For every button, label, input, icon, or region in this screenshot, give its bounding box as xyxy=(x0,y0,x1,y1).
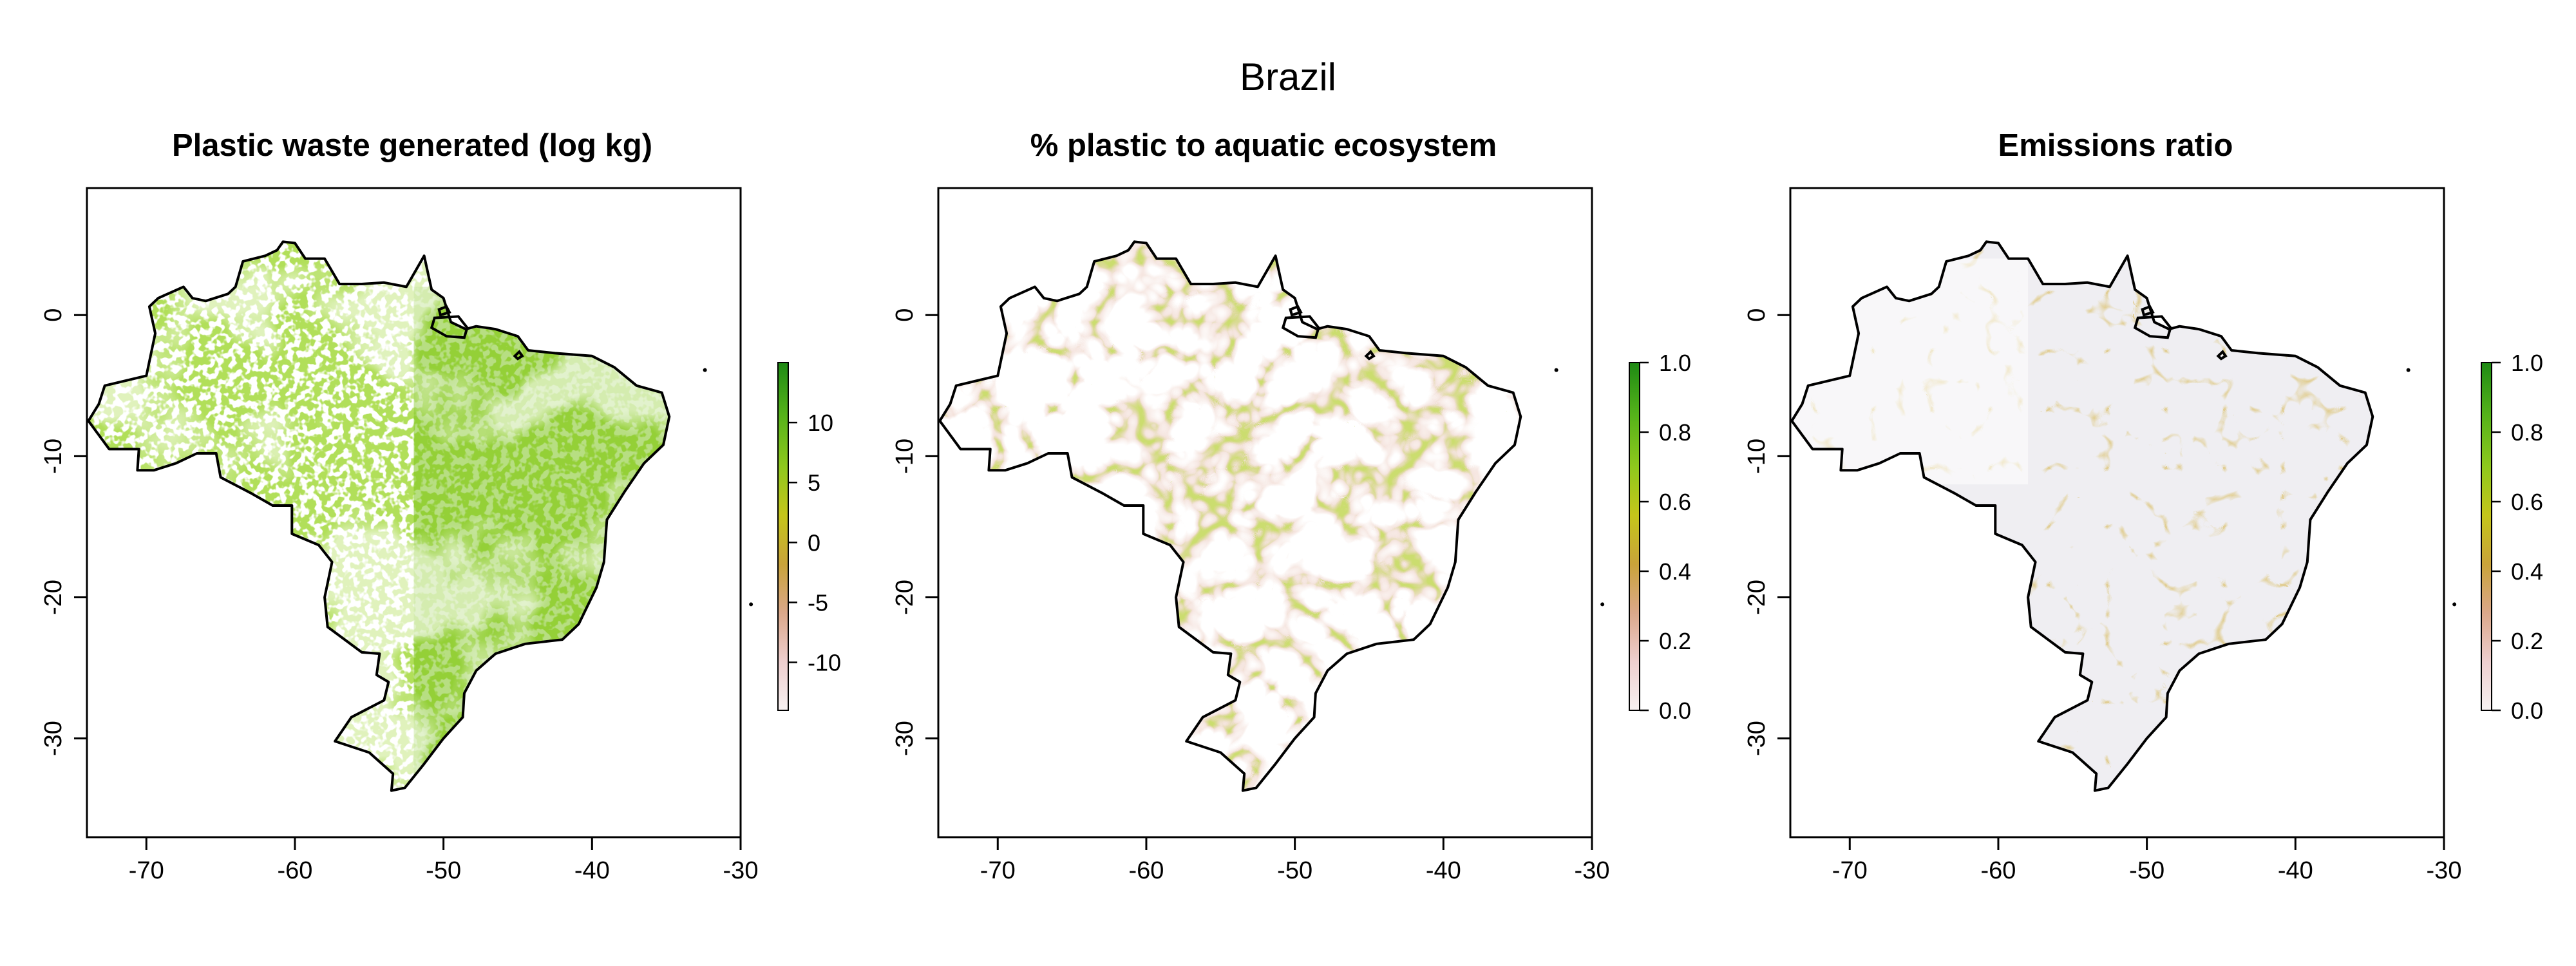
island-border-0 xyxy=(2133,315,2172,339)
y-tick-label: -20 xyxy=(1743,580,1770,615)
y-tick-label: -30 xyxy=(40,721,67,756)
x-tick-label: -70 xyxy=(129,857,164,884)
y-tick-label: -30 xyxy=(1743,721,1770,756)
x-tick-label: -30 xyxy=(723,857,759,884)
river-network xyxy=(940,242,1521,791)
offshore-island-0 xyxy=(1554,368,1558,372)
offshore-island-1 xyxy=(1600,602,1605,607)
y-tick-label: -10 xyxy=(891,439,918,474)
panel-title-emissions: Emissions ratio xyxy=(1998,128,2233,163)
island-border-1 xyxy=(437,305,451,317)
land-texture xyxy=(88,242,670,791)
offshore-island-1 xyxy=(749,602,753,607)
legend-tick-label: 1.0 xyxy=(1659,350,1691,376)
map-panel-emissions: -70 -60 -50 -40 -30 0 -10 -20 -30 1.0 0.8 0.6 0.4 0.2… xyxy=(1743,187,2543,884)
offshore-island-1 xyxy=(2452,602,2457,607)
x-tick-label: -60 xyxy=(1128,857,1164,884)
x-tick-label: -40 xyxy=(574,857,610,884)
emissions-network xyxy=(1792,242,2373,791)
legend-tick-label: 0.4 xyxy=(1659,558,1691,585)
x-tick-label: -40 xyxy=(2278,857,2313,884)
island-border-0 xyxy=(1281,315,1320,339)
legend-aquatic: 1.0 0.8 0.6 0.4 0.2 0.0 xyxy=(1629,350,1691,724)
x-tick-label: -50 xyxy=(426,857,461,884)
plot-frame xyxy=(1789,187,2445,838)
legend-tick-label: 0.0 xyxy=(2511,697,2543,724)
legend-tick-label: 10 xyxy=(808,410,833,436)
x-tick-label: -50 xyxy=(1277,857,1312,884)
y-tick-label: 0 xyxy=(40,308,67,322)
legend-tick-label: 0.8 xyxy=(1659,419,1691,446)
x-tick-label: -60 xyxy=(1980,857,2016,884)
x-tick-label: -50 xyxy=(2129,857,2164,884)
offshore-island-0 xyxy=(703,368,707,372)
island-border-2 xyxy=(1364,350,1376,361)
legend-tick-label: -5 xyxy=(808,589,828,616)
island-border-0 xyxy=(430,315,469,339)
legend-waste: 10 5 0 -5 -10 xyxy=(777,362,841,711)
legend-tick-label: 0.6 xyxy=(1659,489,1691,515)
island-border-1 xyxy=(1289,305,1303,317)
plot-frame xyxy=(937,187,1593,838)
y-tick-label: -10 xyxy=(1743,439,1770,474)
legend-tick-label: -10 xyxy=(808,650,841,676)
country-border xyxy=(87,240,671,792)
island-border-2 xyxy=(513,350,524,361)
x-tick-label: -40 xyxy=(1426,857,1461,884)
y-tick-label: 0 xyxy=(891,308,918,322)
island-border-2 xyxy=(2216,350,2228,361)
country-border xyxy=(1790,240,2374,792)
legend-colorbar xyxy=(2481,362,2492,711)
legend-tick-label: 0.8 xyxy=(2511,419,2543,446)
panel-title-aquatic: % plastic to aquatic ecosystem xyxy=(1030,128,1497,163)
emissions-west-fade xyxy=(1792,258,2029,485)
x-tick-label: -70 xyxy=(1832,857,1868,884)
country-border xyxy=(938,240,1522,792)
y-tick-label: -20 xyxy=(891,580,918,615)
legend-tick-label: 0.2 xyxy=(2511,628,2543,654)
legend-colorbar xyxy=(1629,362,1640,711)
offshore-island-0 xyxy=(2406,368,2410,372)
map-panel-aquatic: -70 -60 -50 -40 -30 0 -10 -20 -30 1.0 0.8 0.6 0.4 0.2… xyxy=(891,187,1691,884)
legend-tick-label: 1.0 xyxy=(2511,350,2543,376)
figure-title: Brazil xyxy=(1239,55,1337,99)
legend-tick-label: 0.2 xyxy=(1659,628,1691,654)
x-tick-label: -60 xyxy=(277,857,312,884)
legend-tick-label: 0.4 xyxy=(2511,558,2543,585)
legend-tick-label: 0.0 xyxy=(1659,697,1691,724)
map-panels: -70 -60 -50 -40 -30 0 -10 -20 -30 10 5 0 -5 -10 -70 -60… xyxy=(40,187,2543,884)
x-tick-label: -70 xyxy=(980,857,1016,884)
panel-title-waste: Plastic waste generated (log kg) xyxy=(171,128,653,163)
x-tick-label: -30 xyxy=(2427,857,2462,884)
island-border-1 xyxy=(2141,305,2155,317)
land-texture xyxy=(1792,242,2373,791)
legend-tick-label: 5 xyxy=(808,469,820,496)
x-tick-label: -30 xyxy=(1575,857,1610,884)
legend-emissions: 1.0 0.8 0.6 0.4 0.2 0.0 xyxy=(2481,350,2543,724)
land-texture xyxy=(940,242,1521,791)
y-tick-label: 0 xyxy=(1743,308,1770,322)
map-panel-waste: -70 -60 -50 -40 -30 0 -10 -20 -30 10 5 0 -5 -10 xyxy=(40,187,841,884)
legend-tick-label: 0 xyxy=(808,529,820,556)
y-tick-label: -30 xyxy=(891,721,918,756)
waste-sparse-mask xyxy=(88,242,670,791)
legend-colorbar xyxy=(777,362,789,711)
plot-frame xyxy=(86,187,742,838)
y-tick-label: -20 xyxy=(40,580,67,615)
y-tick-label: -10 xyxy=(40,439,67,474)
legend-tick-label: 0.6 xyxy=(2511,489,2543,515)
